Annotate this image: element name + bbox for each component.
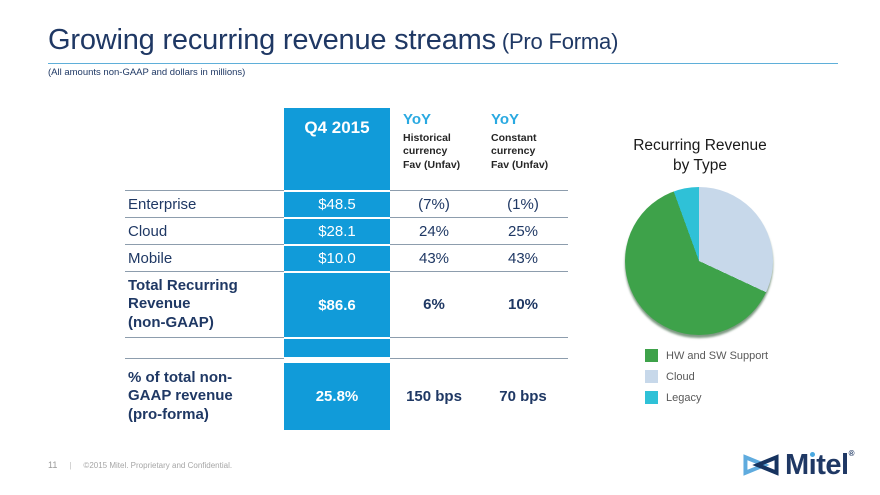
table-row-total-recurring: Total Recurring Revenue (non-GAAP) $86.6…: [125, 271, 568, 337]
legend-label: Legacy: [666, 391, 702, 404]
mitel-infinity-icon: [743, 454, 779, 476]
row-yoy-historical: 43%: [390, 244, 478, 271]
pie: [625, 187, 773, 335]
row-yoy-historical: 6%: [390, 271, 478, 337]
table-header-row: Q4 2015 YoY Historical currency Fav (Unf…: [125, 108, 568, 190]
table-row-pct-of-revenue: % of total non- GAAP revenue (pro-forma)…: [125, 363, 568, 430]
row-yoy-historical: (7%): [390, 190, 478, 217]
row-label: Total Recurring Revenue (non-GAAP): [125, 271, 284, 337]
header-q4-2015: Q4 2015: [284, 108, 390, 190]
legend-swatch: [645, 391, 658, 404]
page-title-main: Growing recurring revenue streams: [48, 24, 496, 56]
legend-item-cloud: Cloud: [645, 366, 768, 387]
yoy-historical-subtitle: Historical currency Fav (Unfav): [403, 131, 461, 171]
mitel-wordmark: Mı tel®: [785, 448, 855, 481]
copyright-text: ©2015 Mitel. Proprietary and Confidentia…: [83, 460, 233, 470]
row-label: Cloud: [125, 217, 284, 244]
row-label: [125, 337, 284, 359]
row-yoy-constant: (1%): [478, 190, 568, 217]
legend-swatch: [645, 370, 658, 383]
row-q4-value: $28.1: [284, 217, 390, 244]
title-underline: [48, 63, 838, 64]
row-yoy-historical: 150 bps: [406, 388, 462, 405]
header-empty-cell: [125, 108, 284, 190]
i-dot: [810, 451, 816, 457]
pie-legend: HW and SW Support Cloud Legacy: [645, 345, 768, 408]
row-yoy-constant: [478, 337, 568, 359]
page-title: Growing recurring revenue streams (Pro F…: [48, 24, 618, 57]
slide-footer: 11 | ©2015 Mitel. Proprietary and Confid…: [48, 460, 232, 470]
row-yoy-constant: 70 bps: [499, 388, 547, 405]
row-label: Enterprise: [125, 190, 284, 217]
header-yoy-constant: YoY Constant currency Fav (Unfav): [478, 108, 568, 190]
table-row-spacer: [125, 337, 568, 359]
row-label: % of total non- GAAP revenue (pro-forma): [128, 369, 233, 423]
wordmark-m: M: [785, 448, 809, 481]
pie-chart-title: Recurring Revenue by Type: [633, 137, 767, 175]
legend-item-hw-sw-support: HW and SW Support: [645, 345, 768, 366]
yoy-constant-subtitle: Constant currency Fav (Unfav): [491, 131, 549, 171]
registered-mark: ®: [848, 448, 855, 458]
row-q4-value: $10.0: [284, 244, 390, 271]
mitel-logo: Mı tel®: [742, 448, 855, 481]
row-q4-value: 25.8%: [284, 363, 390, 430]
yoy-constant-title: YoY: [491, 111, 520, 128]
row-q4-value: [284, 337, 390, 359]
row-q4-value: $48.5: [284, 190, 390, 217]
row-yoy-constant: 43%: [478, 244, 568, 271]
wordmark-i: ı: [808, 448, 817, 481]
row-yoy-historical: [390, 337, 478, 359]
table-row-cloud: Cloud $28.1 24% 25%: [125, 217, 568, 244]
row-yoy-constant: 25%: [478, 217, 568, 244]
table-row-enterprise: Enterprise $48.5 (7%) (1%): [125, 190, 568, 217]
recurring-revenue-table: Q4 2015 YoY Historical currency Fav (Unf…: [125, 108, 568, 430]
wordmark-tel: tel: [816, 448, 849, 481]
row-q4-value: $86.6: [284, 271, 390, 337]
subtitle-note: (All amounts non-GAAP and dollars in mil…: [48, 67, 246, 78]
legend-item-legacy: Legacy: [645, 387, 768, 408]
page-title-suffix: (Pro Forma): [495, 29, 619, 54]
row-yoy-constant: 10%: [478, 271, 568, 337]
yoy-historical-title: YoY: [403, 111, 432, 128]
legend-label: HW and SW Support: [666, 349, 769, 362]
legend-swatch: [645, 349, 658, 362]
row-yoy-historical: 24%: [390, 217, 478, 244]
legend-label: Cloud: [666, 370, 695, 383]
table-row-mobile: Mobile $10.0 43% 43%: [125, 244, 568, 271]
row-label: Mobile: [125, 244, 284, 271]
page-number: 11: [48, 460, 58, 470]
header-yoy-historical: YoY Historical currency Fav (Unfav): [390, 108, 478, 190]
footer-divider: |: [69, 460, 72, 470]
